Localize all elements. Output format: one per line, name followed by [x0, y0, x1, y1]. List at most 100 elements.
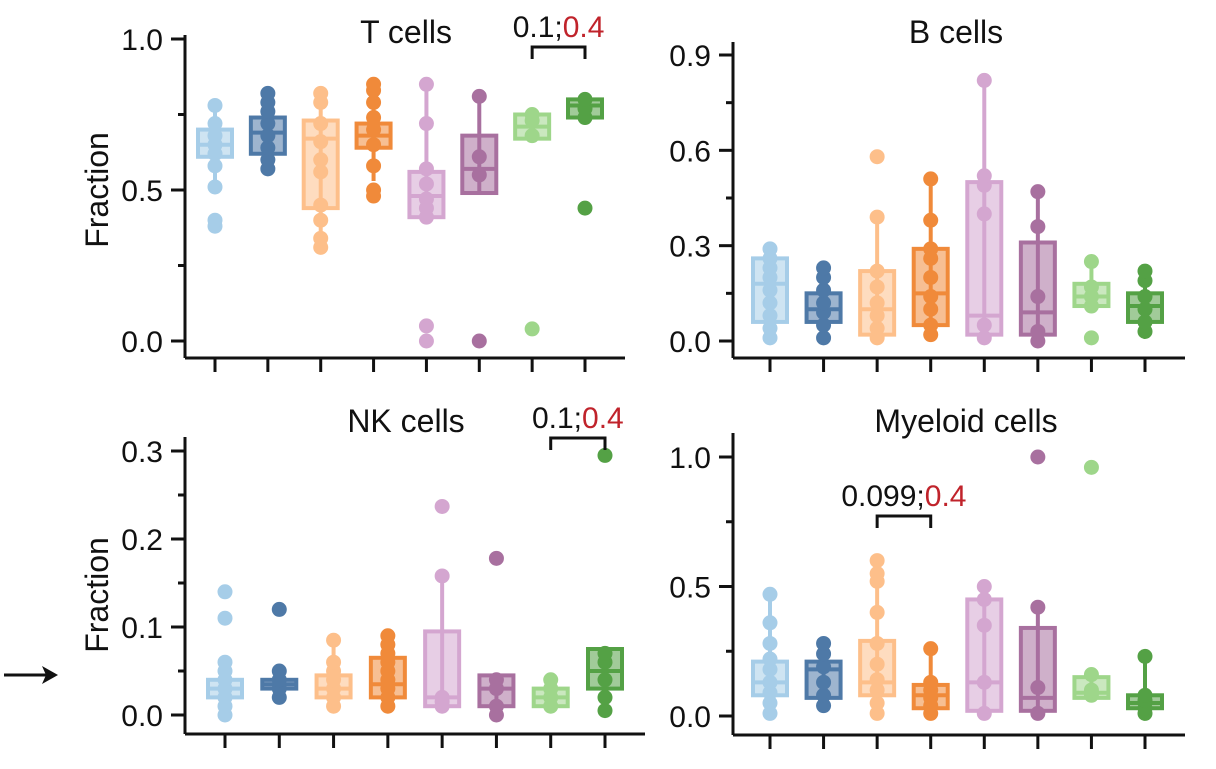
panel-1: 0.0 0.5 1.0 T cells Fraction 0.1;0.4 — [79, 11, 625, 372]
y-tick-label: 0.0 — [121, 326, 163, 359]
data-point — [762, 661, 778, 677]
box-group-8 — [1126, 648, 1164, 721]
data-point — [577, 200, 593, 216]
box-group-2 — [804, 635, 843, 714]
data-point — [762, 674, 778, 690]
data-point — [762, 241, 778, 257]
data-point — [869, 295, 885, 311]
data-point — [313, 230, 329, 246]
p-value-red: 0.4 — [563, 11, 605, 44]
data-point — [524, 321, 540, 337]
data-point — [923, 641, 939, 657]
y-axis-label: Fraction — [79, 132, 115, 248]
p-value-red: 0.4 — [582, 402, 624, 435]
panel-title: Myeloid cells — [874, 403, 1057, 439]
box-group-7 — [1072, 459, 1111, 703]
data-point — [366, 137, 382, 153]
box-group-8 — [586, 447, 624, 719]
data-point — [762, 635, 778, 651]
data-point — [1137, 289, 1153, 305]
data-point — [488, 698, 504, 714]
data-point — [418, 76, 434, 92]
box-group-6 — [1018, 449, 1057, 721]
data-point — [762, 685, 778, 701]
data-point — [471, 333, 487, 349]
box-group-3 — [301, 85, 340, 255]
data-point — [923, 289, 939, 305]
data-point — [260, 85, 276, 101]
p-value-black: 0.099; — [841, 480, 924, 513]
data-point — [271, 663, 287, 679]
data-point — [869, 320, 885, 336]
data-point — [869, 672, 885, 688]
data-point — [869, 682, 885, 698]
data-point — [313, 134, 329, 150]
data-point — [816, 646, 832, 662]
data-point — [380, 628, 396, 644]
data-point — [313, 197, 329, 213]
data-point — [260, 140, 276, 156]
data-point — [923, 171, 939, 187]
data-point — [762, 695, 778, 711]
data-point — [597, 703, 613, 719]
data-point — [1137, 314, 1153, 330]
data-point — [923, 269, 939, 285]
data-point — [816, 687, 832, 703]
data-point — [313, 212, 329, 228]
y-tick-label: 0.0 — [669, 701, 711, 734]
data-point — [923, 212, 939, 228]
data-point — [418, 333, 434, 349]
significance-bracket — [875, 514, 933, 528]
data-point — [366, 182, 382, 198]
data-point — [1083, 682, 1099, 698]
box-group-6 — [460, 88, 499, 349]
data-point — [816, 659, 832, 675]
box-group-1 — [206, 584, 244, 723]
data-point — [418, 318, 434, 334]
data-point — [869, 566, 885, 582]
box-group-8 — [1126, 263, 1164, 339]
data-point — [313, 164, 329, 180]
data-point — [976, 674, 992, 690]
data-point — [1083, 254, 1099, 270]
data-point — [923, 241, 939, 257]
box-group-1 — [196, 97, 234, 234]
data-point — [976, 330, 992, 346]
data-point — [597, 447, 613, 463]
box-group-4 — [911, 641, 950, 721]
data-point — [271, 601, 287, 617]
data-point — [471, 149, 487, 165]
p-value-red: 0.4 — [925, 480, 967, 513]
data-point — [366, 122, 382, 138]
data-point — [207, 128, 223, 144]
data-point — [260, 152, 276, 168]
data-point — [816, 317, 832, 333]
data-point — [1030, 449, 1046, 465]
data-point — [1030, 219, 1046, 235]
box-group-3 — [858, 553, 897, 721]
y-tick-label: 0.0 — [121, 700, 163, 733]
data-point — [816, 260, 832, 276]
panel-title: T cells — [360, 14, 452, 50]
data-point — [976, 591, 992, 607]
p-value-black: 0.1; — [513, 11, 563, 44]
data-point — [869, 695, 885, 711]
data-point — [1030, 705, 1046, 721]
data-point — [1030, 323, 1046, 339]
y-axis-label: Fraction — [79, 537, 115, 653]
y-tick-label: 0.2 — [121, 524, 163, 557]
box-group-2 — [260, 601, 299, 705]
box-group-2 — [248, 85, 287, 177]
data-point — [418, 161, 434, 177]
significance-bracket — [549, 436, 607, 450]
data-point — [326, 654, 342, 670]
data-point — [313, 152, 329, 168]
data-point — [762, 320, 778, 336]
box-group-4 — [368, 628, 407, 714]
data-point — [762, 295, 778, 311]
data-point — [207, 116, 223, 132]
data-point — [418, 176, 434, 192]
panel-3: 0.0 0.1 0.2 0.3 NK cells Fraction 0.1;0.4 — [79, 402, 645, 748]
box-group-4 — [911, 171, 950, 343]
box-group-8 — [566, 91, 604, 216]
